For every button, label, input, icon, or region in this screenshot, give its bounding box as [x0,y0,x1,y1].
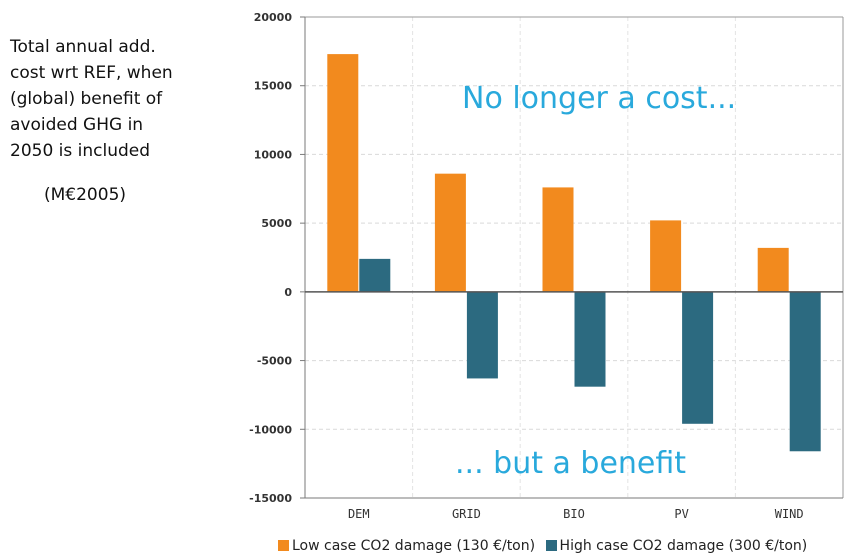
axis-layer [300,16,844,499]
y-tick-label: 20000 [254,11,293,24]
side-note-line: (global) benefit of [10,89,163,109]
legend-swatch-low-case [278,540,289,551]
labels-layer: 20000 15000 10000 5000 0 -5000 -10000 -15000 DEM… [249,11,803,521]
y-tick-label: -10000 [249,423,292,436]
side-note: Total annual add. cost wrt REF, when (gl… [10,34,220,208]
y-tick-label: 0 [284,286,292,299]
legend-entry-low-case: Low case CO2 damage (130 €/ton) [278,538,540,554]
legend-swatch-high-case [545,540,557,551]
y-tick-label: -5000 [257,355,293,368]
bar-high-case-dem [359,258,391,292]
x-tick-label: BIO [563,507,585,521]
bar-chart: 20000 15000 10000 5000 0 -5000 -10000 -15000 DEM… [249,11,844,521]
bar-low-case-bio [542,187,574,292]
bar-low-case-wind [757,247,789,292]
side-note-unit: (M€2005) [44,185,127,205]
bars-layer [327,54,821,452]
x-tick-label: GRID [452,507,481,521]
bar-high-case-pv [682,291,714,424]
chart-legend: Low case CO2 damage (130 €/ton) High cas… [278,538,813,554]
legend-label-low-case: Low case CO2 damage (130 €/ton) [292,538,536,554]
side-note-line: 2050 is included [10,141,151,161]
legend-entry-high-case: High case CO2 damage (300 €/ton) [545,538,808,554]
bar-high-case-grid [466,291,498,379]
annotation-no-longer-a-cost: No longer a cost... [462,81,736,116]
side-note-line: Total annual add. [10,37,156,57]
y-tick-label: 10000 [254,148,293,161]
annotation-but-a-benefit: ... but a benefit [455,446,686,481]
legend-label-high-case: High case CO2 damage (300 €/ton) [559,538,808,554]
y-tick-label: 15000 [254,80,293,93]
bar-low-case-grid [434,173,466,292]
bar-high-case-bio [574,291,606,387]
x-tick-label: PV [674,507,688,521]
side-note-line: avoided GHG in [10,115,144,135]
bar-low-case-pv [650,220,682,292]
y-tick-label: 5000 [261,217,292,230]
side-note-line: cost wrt REF, when [10,63,173,83]
x-tick-label: WIND [775,507,804,521]
bar-high-case-wind [789,291,821,452]
x-tick-label: DEM [348,507,370,521]
y-tick-label: -15000 [249,492,292,505]
bar-low-case-dem [327,54,359,292]
